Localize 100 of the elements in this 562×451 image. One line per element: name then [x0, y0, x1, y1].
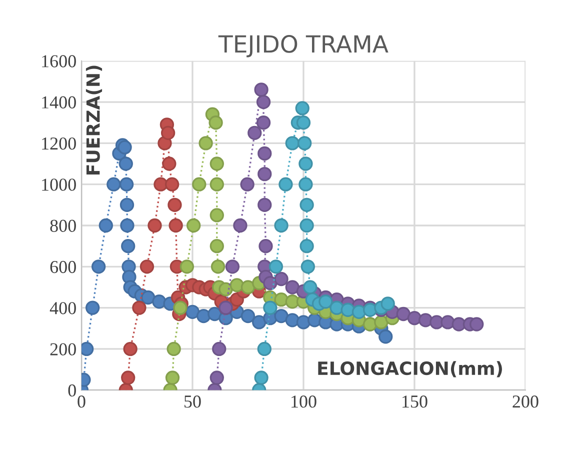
point — [121, 370, 136, 385]
point — [452, 317, 466, 332]
point — [210, 156, 224, 171]
point — [340, 302, 355, 317]
point — [470, 317, 484, 332]
y-tick-label: 600 — [50, 260, 76, 274]
point — [254, 82, 268, 97]
point — [233, 218, 248, 233]
point — [81, 342, 94, 356]
point — [254, 370, 268, 385]
x-tick-label: 0 — [78, 396, 86, 408]
point — [318, 294, 333, 309]
point — [298, 136, 312, 150]
point — [240, 308, 256, 324]
point — [160, 126, 176, 140]
y-tick-label: 1600 — [42, 55, 76, 68]
point — [268, 260, 284, 274]
point — [258, 166, 272, 182]
point — [106, 177, 121, 192]
point — [258, 238, 273, 254]
y-tick-label: 0 — [68, 384, 76, 397]
point — [173, 300, 188, 315]
point — [208, 306, 222, 322]
chart-title: TEJIDO TRAMA — [218, 35, 388, 58]
point — [152, 294, 166, 309]
point — [119, 177, 134, 192]
point — [295, 101, 310, 116]
point — [252, 315, 266, 330]
point — [141, 290, 156, 305]
point — [418, 313, 433, 328]
point — [300, 198, 314, 212]
point — [118, 156, 133, 171]
point — [210, 260, 226, 274]
point — [240, 280, 256, 294]
point — [162, 156, 176, 171]
point — [300, 260, 316, 274]
point — [186, 218, 201, 233]
point — [274, 218, 288, 233]
point — [298, 156, 313, 171]
point — [298, 177, 313, 192]
point — [274, 272, 288, 286]
point — [285, 280, 300, 294]
point — [165, 370, 180, 385]
point — [123, 342, 138, 356]
point — [208, 116, 223, 130]
x-axis-title: ELONGACION(mm) — [318, 361, 502, 378]
point — [258, 198, 272, 212]
point — [285, 136, 300, 150]
point — [263, 300, 278, 315]
point — [285, 313, 300, 328]
point — [132, 300, 146, 315]
x-tick-label: 150 — [402, 396, 428, 408]
point — [248, 126, 262, 140]
point — [120, 198, 134, 212]
point — [300, 218, 314, 233]
y-tick-label: 1000 — [42, 178, 76, 191]
point — [168, 198, 182, 212]
y-axis-title: FUERZA(N) — [86, 66, 102, 174]
y-tick-label: 1200 — [42, 137, 76, 150]
point — [256, 94, 271, 110]
point — [210, 177, 224, 192]
point — [296, 116, 311, 130]
point — [86, 300, 100, 315]
point — [258, 146, 272, 161]
point — [256, 116, 271, 130]
point — [440, 315, 455, 330]
point — [274, 308, 288, 324]
y-tick-label: 800 — [50, 220, 76, 232]
point — [154, 177, 168, 192]
x-tick-label: 200 — [512, 396, 538, 408]
point — [140, 260, 154, 274]
point — [240, 177, 254, 192]
y-tick-label: 200 — [50, 343, 76, 356]
point — [98, 218, 113, 233]
point — [407, 311, 422, 326]
point — [303, 280, 318, 294]
point — [330, 300, 344, 315]
point — [230, 278, 244, 292]
point — [180, 260, 194, 274]
point — [120, 218, 134, 233]
point — [300, 238, 314, 254]
point — [164, 177, 180, 192]
point — [257, 342, 272, 356]
point — [198, 136, 213, 150]
point — [225, 260, 240, 274]
point — [168, 218, 183, 233]
point — [196, 308, 211, 324]
point — [396, 306, 410, 322]
point — [210, 208, 224, 222]
point — [278, 177, 293, 192]
point — [274, 292, 288, 307]
point — [212, 342, 226, 356]
point — [121, 238, 136, 254]
x-tick-label: 100 — [292, 396, 316, 408]
point — [166, 342, 181, 356]
point — [352, 304, 366, 320]
point — [192, 177, 206, 192]
point — [210, 238, 224, 254]
y-tick-label: 400 — [50, 302, 76, 314]
point — [118, 140, 132, 154]
